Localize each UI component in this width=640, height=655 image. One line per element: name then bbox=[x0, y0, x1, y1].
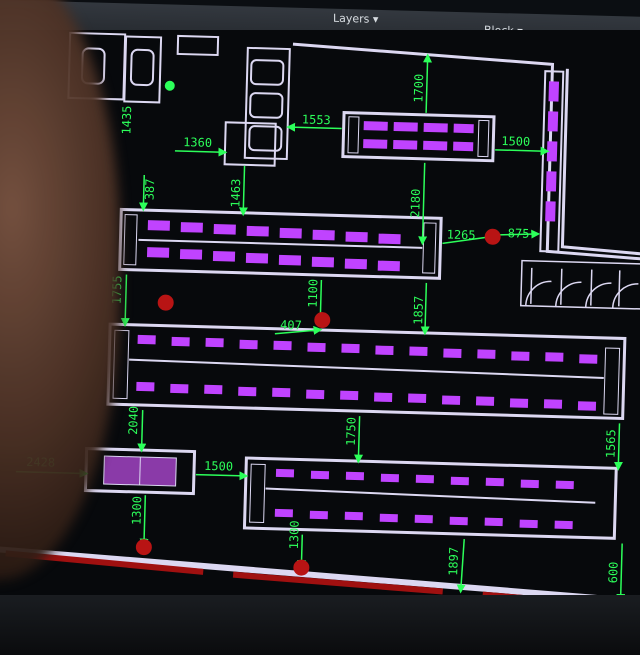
shelf-bottom-left bbox=[83, 446, 197, 496]
marker-5 bbox=[293, 559, 310, 576]
dim-2040: 2040 bbox=[126, 406, 141, 435]
dim-1435: 1435 bbox=[119, 105, 134, 134]
dim-1360: 1360 bbox=[183, 135, 212, 150]
shelf-row-1 bbox=[118, 207, 443, 280]
marker-1 bbox=[484, 228, 501, 245]
doors-right bbox=[519, 259, 640, 310]
dim-1700: 1700 bbox=[411, 74, 426, 103]
dim-1565: 1565 bbox=[604, 429, 619, 458]
dim-600: 600 bbox=[606, 561, 621, 583]
shelf-column-right bbox=[539, 70, 565, 253]
marker-4 bbox=[135, 539, 152, 556]
monitor-bezel bbox=[0, 595, 640, 655]
dim-1463: 1463 bbox=[228, 178, 243, 207]
dim-1500-top: 1500 bbox=[501, 134, 530, 149]
dim-407: 407 bbox=[280, 318, 302, 333]
dim-387: 387 bbox=[143, 178, 158, 200]
dim-1857: 1857 bbox=[411, 296, 426, 325]
dim-1553: 1553 bbox=[302, 112, 331, 127]
shelf-row-3 bbox=[242, 456, 618, 540]
wall-outline bbox=[292, 42, 640, 261]
dim-1500-bottom: 1500 bbox=[204, 459, 233, 474]
dim-875: 875 bbox=[508, 226, 530, 241]
marker-2 bbox=[157, 294, 174, 311]
dim-1750: 1750 bbox=[344, 417, 359, 446]
dim-1100: 1100 bbox=[306, 279, 321, 308]
marker-3 bbox=[314, 312, 331, 329]
shelf-row-2 bbox=[106, 322, 627, 421]
shelf-top-middle bbox=[341, 111, 496, 163]
dim-2180: 2180 bbox=[408, 189, 423, 218]
dim-1897: 1897 bbox=[446, 547, 461, 576]
dim-1300-left: 1300 bbox=[129, 496, 144, 525]
dim-1265: 1265 bbox=[447, 228, 476, 243]
dim-1300-mid: 1300 bbox=[287, 520, 302, 549]
